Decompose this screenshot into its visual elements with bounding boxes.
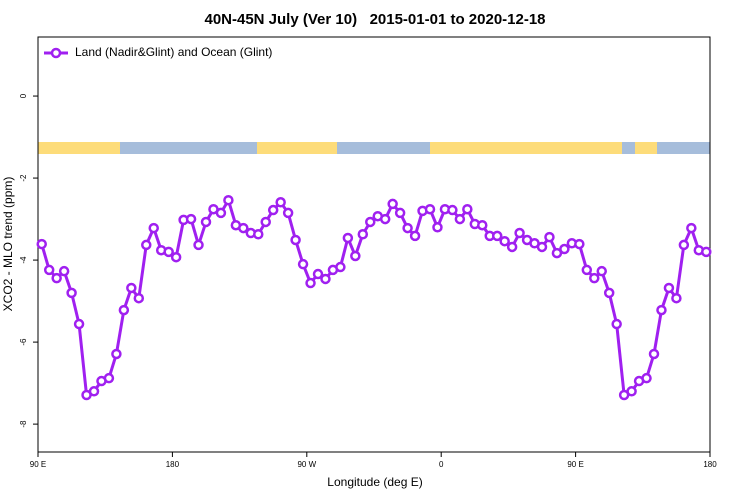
y-tick-label: -2 <box>19 174 28 182</box>
point <box>656 304 667 316</box>
point <box>514 227 525 239</box>
x-tick-label: 90 W <box>297 460 316 469</box>
point <box>297 258 309 270</box>
point <box>626 386 637 397</box>
legend-label: Land (Nadir&Glint) and Ocean (Glint) <box>75 45 272 59</box>
point <box>58 265 70 277</box>
point <box>275 197 286 208</box>
point <box>596 265 607 277</box>
chart-title: 40N-45N July (Ver 10) 2015-01-01 to 2020… <box>204 11 545 28</box>
point <box>357 228 369 240</box>
plot-frame <box>37 36 711 453</box>
y-tick-label: -8 <box>19 420 28 428</box>
point <box>133 292 145 304</box>
point <box>462 203 473 215</box>
point <box>581 264 593 276</box>
point <box>111 348 122 360</box>
x-tick-label: 90 E <box>30 460 46 469</box>
point <box>335 261 346 273</box>
point <box>103 372 115 384</box>
point <box>290 234 301 246</box>
point <box>551 247 563 259</box>
point <box>320 273 331 285</box>
point <box>544 231 555 243</box>
point <box>223 194 234 206</box>
y-tick-label: 0 <box>19 93 28 98</box>
point <box>118 304 130 316</box>
land-ocean-strip <box>38 142 710 154</box>
point <box>402 222 413 234</box>
point <box>641 372 652 384</box>
point <box>394 207 406 219</box>
point <box>678 239 690 251</box>
point <box>73 318 85 330</box>
point <box>43 264 55 276</box>
point <box>185 213 197 225</box>
land-band <box>430 142 622 154</box>
point <box>350 250 361 262</box>
point <box>603 287 615 299</box>
point <box>88 386 100 397</box>
land-band <box>635 142 657 154</box>
point <box>701 246 712 258</box>
land-band <box>38 142 120 154</box>
point <box>141 239 152 251</box>
point <box>253 228 264 240</box>
point <box>559 243 570 255</box>
point <box>148 222 159 234</box>
point <box>409 230 421 242</box>
point <box>365 216 376 228</box>
point <box>663 282 675 294</box>
point <box>424 203 436 215</box>
point <box>611 318 622 330</box>
point <box>193 239 204 251</box>
point <box>312 268 324 280</box>
point <box>200 216 212 228</box>
x-tick-label: 180 <box>703 460 717 469</box>
x-tick-label: 90 E <box>567 460 583 469</box>
y-axis-label: XCO2 - MLO trend (ppm) <box>1 177 15 312</box>
y-tick-label: -6 <box>19 338 28 346</box>
x-tick-label: 180 <box>166 460 180 469</box>
point <box>686 222 697 234</box>
point <box>447 204 458 216</box>
point <box>238 222 249 234</box>
point <box>454 213 466 225</box>
point <box>170 251 182 263</box>
point <box>36 238 47 250</box>
point <box>506 241 518 253</box>
point <box>379 213 391 225</box>
point <box>66 287 77 299</box>
point <box>536 241 548 253</box>
x-tick-label: 0 <box>439 460 444 469</box>
point <box>342 232 354 244</box>
point <box>648 348 660 360</box>
point <box>589 272 600 284</box>
point <box>671 292 682 304</box>
y-tick-label: -4 <box>19 256 28 264</box>
point <box>574 238 585 250</box>
point <box>499 235 510 247</box>
point <box>432 222 443 233</box>
point <box>387 198 398 210</box>
point <box>305 277 316 289</box>
point <box>163 246 174 258</box>
legend-marker <box>50 47 62 59</box>
point <box>491 230 503 242</box>
point <box>51 272 62 284</box>
point <box>126 282 137 294</box>
point <box>477 219 488 231</box>
x-axis-label: Longitude (deg E) <box>327 475 422 489</box>
point <box>267 204 279 216</box>
point <box>260 216 271 228</box>
point <box>215 207 227 219</box>
point <box>282 207 294 219</box>
land-band <box>257 142 337 154</box>
